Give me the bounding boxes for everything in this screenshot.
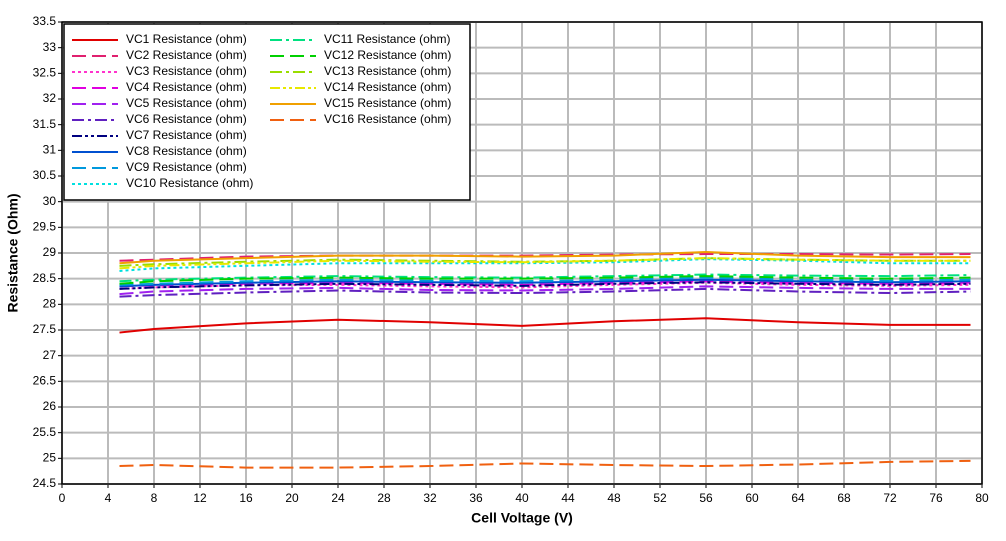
y-tick-label: 24.5	[33, 476, 57, 490]
legend-label: VC15 Resistance (ohm)	[324, 96, 451, 110]
legend-label: VC13 Resistance (ohm)	[324, 64, 451, 78]
legend-box	[63, 23, 471, 201]
y-tick-label: 27	[43, 348, 57, 362]
legend-label: VC6 Resistance (ohm)	[126, 112, 247, 126]
y-tick-label: 33.5	[33, 14, 57, 28]
legend-label: VC7 Resistance (ohm)	[126, 128, 247, 142]
legend-label: VC3 Resistance (ohm)	[126, 64, 247, 78]
series-line	[119, 253, 971, 262]
series-line	[119, 281, 971, 290]
y-tick-label: 29	[43, 245, 57, 259]
legend-label: VC4 Resistance (ohm)	[126, 80, 247, 94]
legend-label: VC1 Resistance (ohm)	[126, 32, 247, 46]
series-line	[119, 281, 971, 290]
x-tick-label: 60	[745, 491, 759, 505]
x-tick-label: 52	[653, 491, 667, 505]
y-tick-label: 32.5	[33, 66, 57, 80]
y-tick-label: 28	[43, 297, 57, 311]
x-tick-label: 68	[837, 491, 851, 505]
x-tick-label: 48	[607, 491, 621, 505]
legend-label: VC12 Resistance (ohm)	[324, 48, 451, 62]
y-tick-label: 32	[43, 91, 57, 105]
series-line	[119, 275, 971, 285]
x-tick-label: 8	[151, 491, 158, 505]
y-tick-label: 31	[43, 143, 57, 157]
x-tick-label: 80	[975, 491, 989, 505]
series-line	[119, 278, 971, 288]
y-tick-label: 30.5	[33, 168, 57, 182]
x-tick-label: 36	[469, 491, 483, 505]
x-tick-label: 44	[561, 491, 575, 505]
x-tick-label: 28	[377, 491, 391, 505]
legend-label: VC11 Resistance (ohm)	[324, 32, 451, 46]
x-tick-label: 40	[515, 491, 529, 505]
series-line	[119, 250, 971, 265]
x-tick-label: 76	[929, 491, 943, 505]
x-tick-label: 16	[239, 491, 253, 505]
x-tick-label: 32	[423, 491, 437, 505]
y-tick-label: 25	[43, 451, 57, 465]
x-tick-label: 20	[285, 491, 299, 505]
y-tick-label: 29.5	[33, 220, 57, 234]
series-line	[119, 285, 971, 296]
x-tick-label: 24	[331, 491, 345, 505]
x-tick-label: 0	[59, 491, 66, 505]
legend-label: VC5 Resistance (ohm)	[126, 96, 247, 110]
legend: VC1 Resistance (ohm) VC2 Resistance (ohm)…	[63, 23, 471, 201]
series-line	[119, 276, 971, 286]
plot-border	[61, 21, 983, 485]
legend-label: VC8 Resistance (ohm)	[126, 144, 247, 158]
series-line	[119, 287, 971, 298]
x-axis-label: Cell Voltage (V)	[471, 510, 573, 526]
x-tick-label: 72	[883, 491, 897, 505]
legend-label: VC2 Resistance (ohm)	[126, 48, 247, 62]
y-tick-label: 26.5	[33, 374, 57, 388]
legend-label: VC16 Resistance (ohm)	[324, 112, 451, 126]
y-tick-label: 25.5	[33, 425, 57, 439]
series-line	[119, 459, 971, 469]
y-tick-label: 26	[43, 399, 57, 413]
series-line	[119, 280, 971, 288]
y-tick-label: 27.5	[33, 322, 57, 336]
y-tick-label: 30	[43, 194, 57, 208]
legend-label: VC10 Resistance (ohm)	[126, 176, 253, 190]
y-tick-label: 28.5	[33, 271, 57, 285]
x-tick-label: 12	[193, 491, 207, 505]
series-line	[119, 258, 971, 272]
series-line	[119, 273, 971, 283]
series-line	[119, 317, 971, 334]
y-axis-label: Resistance (Ohm)	[5, 193, 21, 312]
legend-label: VC14 Resistance (ohm)	[324, 80, 451, 94]
x-tick-label: 56	[699, 491, 713, 505]
y-tick-label: 33	[43, 40, 57, 54]
x-tick-label: 4	[105, 491, 112, 505]
x-tick-label: 64	[791, 491, 805, 505]
y-tick-label: 31.5	[33, 117, 57, 131]
legend-label: VC9 Resistance (ohm)	[126, 160, 247, 174]
series-line	[119, 257, 971, 270]
